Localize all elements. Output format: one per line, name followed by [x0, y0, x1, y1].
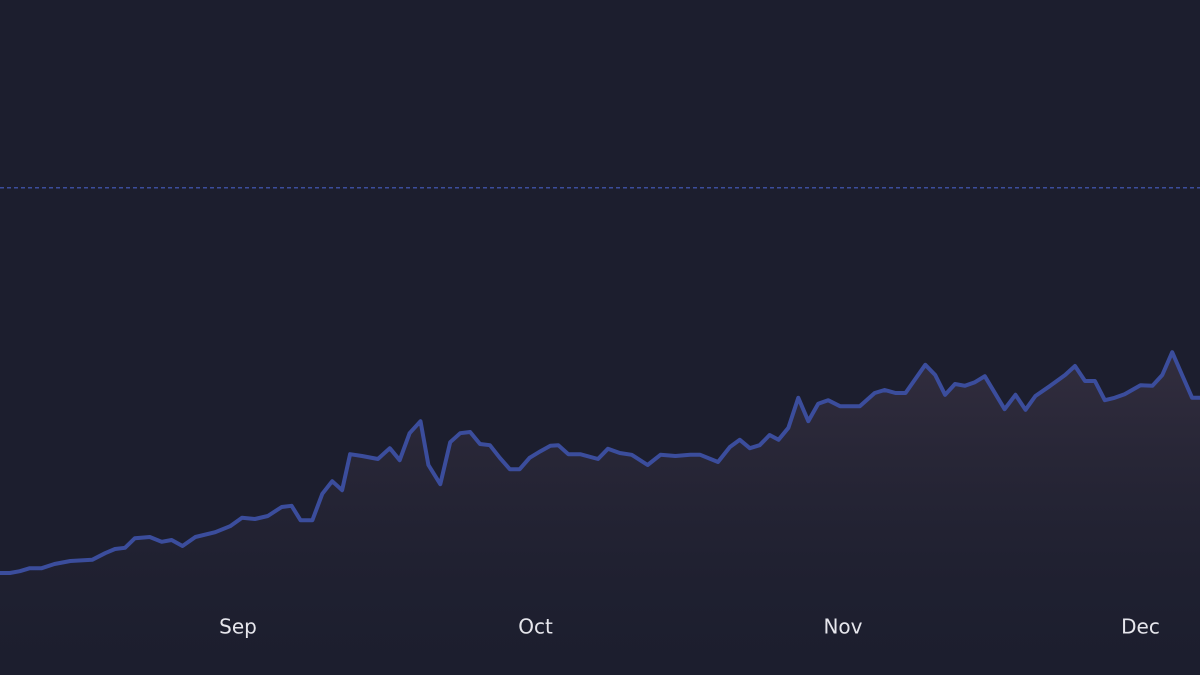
- x-tick-label: Sep: [219, 615, 257, 639]
- area: [0, 352, 1200, 675]
- x-tick-label: Oct: [518, 615, 553, 639]
- line: [0, 350, 1200, 575]
- x-tick-label: Dec: [1121, 615, 1160, 639]
- x-tick-label: Nov: [823, 615, 862, 639]
